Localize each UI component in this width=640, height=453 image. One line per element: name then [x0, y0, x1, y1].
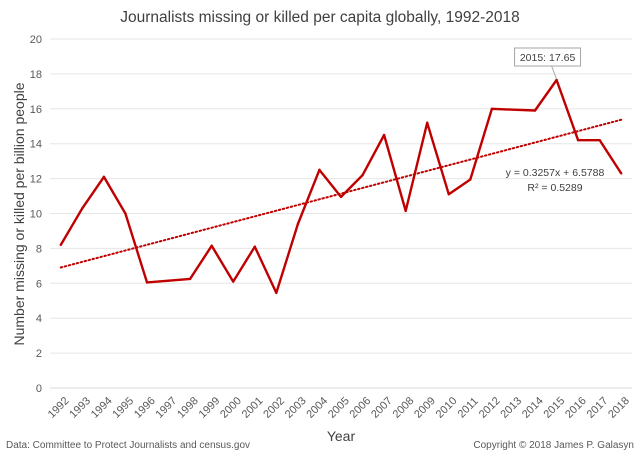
data-point — [598, 139, 601, 142]
x-tick-label: 1995 — [110, 395, 136, 421]
y-axis-label: Number missing or killed per billion peo… — [11, 82, 27, 345]
x-tick-label: 2010 — [434, 395, 460, 421]
y-tick-label: 8 — [36, 243, 42, 255]
x-axis-label: Year — [327, 428, 356, 444]
callout-leader — [551, 65, 558, 80]
x-tick-label: 2013 — [498, 395, 524, 421]
data-point — [102, 175, 106, 179]
y-tick-label: 16 — [30, 104, 42, 116]
data-point — [145, 281, 149, 284]
y-tick-label: 12 — [30, 174, 42, 186]
x-tick-label: 2006 — [348, 395, 374, 421]
callout: 2015: 17.65 — [514, 47, 582, 80]
data-point — [469, 178, 472, 181]
x-tick-label: 2007 — [369, 395, 395, 421]
data-point — [232, 280, 235, 283]
data-point — [426, 121, 429, 124]
x-tick-label: 1994 — [89, 395, 115, 421]
y-tick-label: 4 — [36, 313, 42, 325]
x-axis-ticks: 1992199319941995199619971998199920002001… — [46, 395, 632, 421]
data-point — [318, 168, 321, 172]
copyright-note: Copyright © 2018 James P. Galasyn — [473, 440, 634, 451]
x-tick-label: 2018 — [606, 395, 632, 421]
y-tick-label: 6 — [36, 278, 42, 290]
x-tick-label: 1999 — [197, 395, 223, 421]
x-tick-label: 2005 — [326, 395, 352, 421]
x-tick-label: 2016 — [563, 395, 589, 421]
data-point — [512, 108, 515, 111]
data-point — [188, 277, 192, 281]
data-point — [490, 107, 494, 111]
data-point — [253, 245, 256, 248]
x-tick-label: 1997 — [154, 395, 180, 421]
data-point — [296, 222, 300, 226]
data-point — [447, 193, 450, 196]
data-point — [167, 279, 170, 282]
x-tick-label: 1996 — [132, 395, 158, 421]
x-tick-label: 2015 — [542, 395, 568, 421]
x-tick-label: 2003 — [283, 395, 309, 421]
trendline-equation: y = 0.3257x + 6.5788 — [506, 167, 605, 179]
callout-box — [514, 47, 582, 67]
x-tick-label: 1998 — [175, 395, 201, 421]
y-tick-label: 14 — [30, 139, 42, 151]
x-tick-label: 2009 — [412, 395, 438, 421]
data-points — [59, 78, 623, 295]
x-tick-label: 2001 — [240, 395, 266, 421]
x-tick-label: 2002 — [261, 395, 287, 421]
x-tick-label: 2004 — [304, 395, 330, 421]
data-point — [339, 195, 343, 199]
x-tick-label: 2000 — [218, 395, 244, 421]
x-tick-label: 2008 — [391, 395, 417, 421]
callout-label: 2015: 17.65 — [520, 52, 576, 64]
data-point — [81, 207, 84, 210]
trendline-r-squared: R² = 0.5289 — [527, 182, 582, 194]
x-tick-label: 2017 — [585, 395, 611, 421]
trendline — [59, 118, 623, 269]
data-point — [124, 212, 127, 215]
data-point — [555, 78, 558, 82]
x-tick-label: 2014 — [520, 395, 546, 421]
source-note: Data: Committee to Protect Journalists a… — [6, 440, 250, 451]
data-point — [361, 173, 364, 177]
data-point — [576, 139, 580, 142]
data-point — [620, 172, 623, 175]
y-tick-label: 2 — [36, 348, 42, 360]
chart-title: Journalists missing or killed per capita… — [120, 9, 519, 26]
data-point — [533, 109, 537, 112]
x-tick-label: 2012 — [477, 395, 503, 421]
x-tick-label: 1993 — [67, 395, 93, 421]
data-point — [59, 243, 62, 247]
y-tick-label: 10 — [30, 209, 42, 221]
y-axis-ticks: 0 2 4 6 8 10 12 14 16 18 20 — [30, 34, 42, 395]
data-point — [210, 244, 213, 247]
x-tick-label: 2011 — [456, 395, 481, 420]
y-tick-label: 20 — [30, 34, 42, 46]
data-point — [275, 291, 278, 295]
x-tick-label: 1992 — [46, 395, 72, 421]
data-point — [404, 209, 407, 213]
data-point — [382, 133, 386, 137]
y-tick-label: 0 — [36, 383, 42, 395]
y-tick-label: 18 — [30, 69, 42, 81]
